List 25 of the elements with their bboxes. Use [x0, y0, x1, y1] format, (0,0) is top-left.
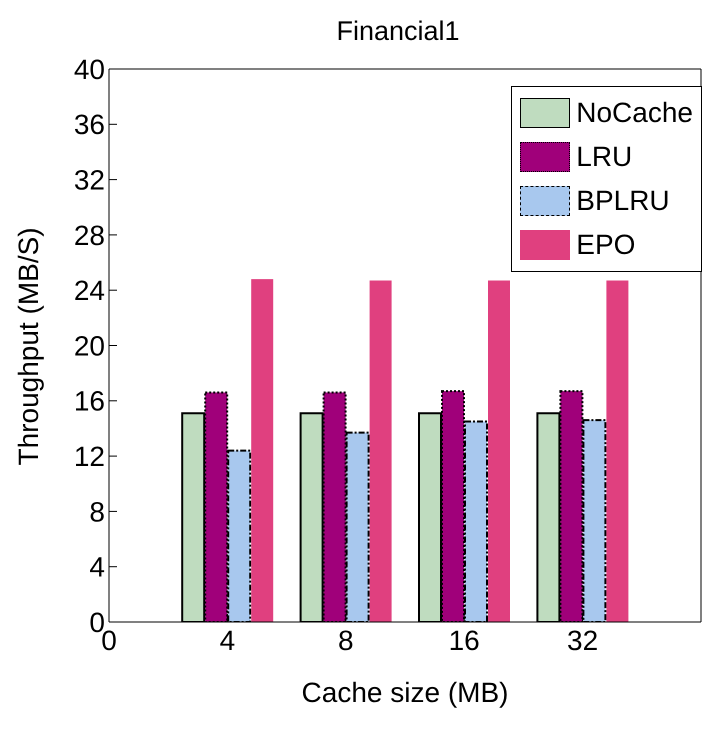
bar [370, 280, 392, 622]
y-tick-label: 28 [74, 220, 105, 251]
chart-title: Financial1 [335, 16, 461, 47]
y-tick-label: 20 [74, 330, 105, 362]
y-tick-label: 36 [74, 109, 105, 140]
y-tick-label: 16 [74, 386, 105, 417]
y-tick-label: 12 [74, 441, 105, 472]
y-tick-label: 8 [89, 496, 105, 528]
y-axis-title: Throughput (MB/S) [12, 227, 44, 466]
legend-label: LRU [575, 140, 634, 174]
x-tick-label: 32 [567, 624, 598, 656]
legend-label: BPLRU [575, 184, 671, 218]
x-tick-label: 8 [338, 624, 354, 656]
x-tick-label: 16 [448, 624, 480, 656]
y-tick-label: 32 [74, 164, 105, 196]
bar [251, 279, 274, 622]
y-tick-label: 24 [74, 275, 105, 306]
legend-label: NoCache [575, 96, 693, 130]
x-tick-label: 4 [220, 624, 236, 656]
bar [488, 280, 510, 622]
legend-label: EPO [575, 228, 636, 262]
bar [606, 280, 628, 622]
x-axis-title: Cache size (MB) [302, 677, 508, 708]
y-tick-label: 40 [74, 54, 105, 85]
y-tick-label: 4 [89, 552, 105, 583]
